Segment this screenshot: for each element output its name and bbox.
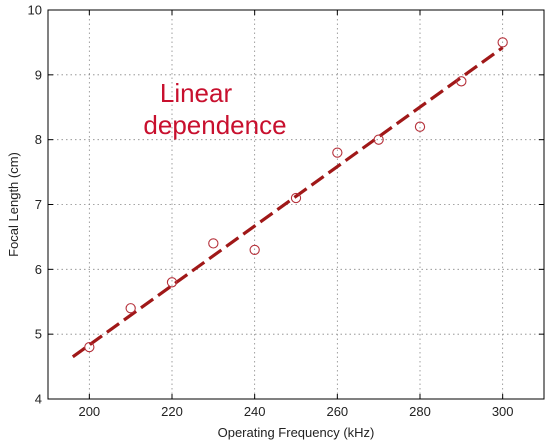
y-tick-label: 8: [35, 132, 42, 147]
x-tick-label: 300: [492, 404, 514, 419]
data-point: [249, 244, 260, 256]
data-point: [125, 303, 136, 314]
axes: [47, 9, 545, 400]
data-point: [456, 76, 467, 87]
x-tick-label: 240: [244, 404, 266, 419]
y-tick-label: 7: [35, 197, 42, 212]
x-tick-label: 280: [409, 404, 431, 419]
data-point: [166, 277, 178, 288]
y-tick-label: 10: [28, 3, 42, 18]
x-axis-label: Operating Frequency (kHz): [218, 425, 375, 440]
y-tick-label: 4: [35, 392, 42, 407]
data-point: [208, 238, 219, 249]
x-tick-label: 220: [161, 404, 183, 419]
data-points: [84, 37, 508, 353]
data-point: [290, 192, 302, 204]
plot-frame: [47, 9, 545, 400]
data-point: [373, 134, 384, 145]
y-tick-label: 5: [35, 327, 42, 342]
x-tick-label: 200: [78, 404, 100, 419]
data-point: [332, 147, 343, 158]
annotation-line-2: dependence: [143, 110, 286, 140]
data-point: [414, 121, 426, 132]
data-point: [497, 37, 508, 48]
y-tick-label: 6: [35, 262, 42, 277]
annotation-line-1: Linear: [160, 78, 233, 108]
data-point: [84, 341, 95, 353]
x-tick-label: 260: [326, 404, 348, 419]
grid: [48, 10, 544, 399]
fit-line-group: [71, 46, 504, 359]
y-axis-label: Focal Length (cm): [6, 152, 21, 257]
y-tick-label: 9: [35, 67, 42, 82]
fit-line: [71, 46, 504, 359]
tick-labels: 200 220 240 260 280 300 4 5 6 7 8 9 10: [28, 3, 514, 420]
